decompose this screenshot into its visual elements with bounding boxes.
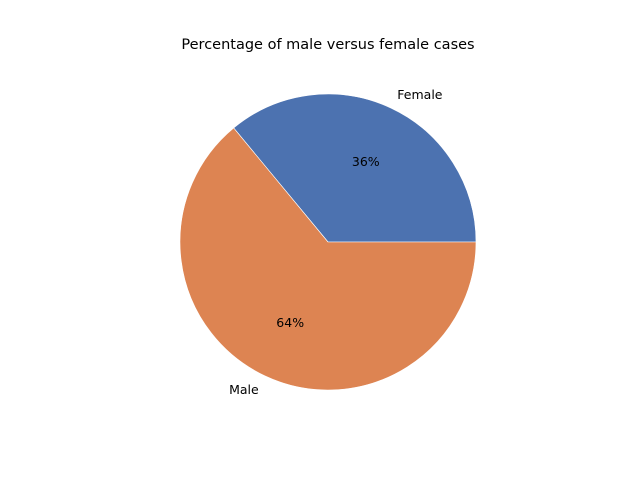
chart-title: Percentage of male versus female cases [181,37,474,53]
pie-slice-female [233,93,477,243]
percent-label-male: 64% [276,315,304,330]
slice-label-male: Male [229,382,259,397]
pie-slices [179,93,477,391]
percent-label-female: 36% [352,154,380,169]
slice-label-female: Female [397,87,443,102]
pie-labels: Female 36% Male 64% [229,87,443,397]
pie-slice-male [179,127,477,391]
